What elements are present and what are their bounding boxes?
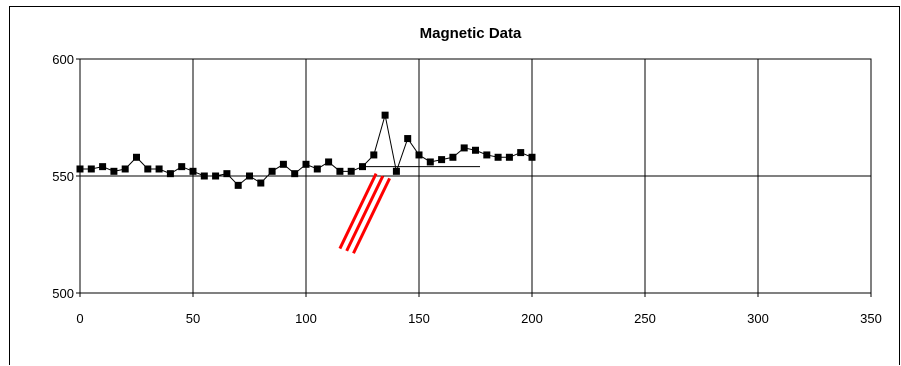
data-point-18: [279, 160, 287, 168]
axes: [76, 58, 872, 297]
data-point-20: [302, 160, 310, 168]
data-point-6: [144, 165, 152, 173]
data-point-28: [392, 167, 400, 175]
annotation-line-2: [345, 175, 385, 252]
chart-title: Magnetic Data: [420, 25, 522, 42]
x-tick-label-200: 200: [521, 311, 543, 326]
data-point-40: [528, 153, 536, 161]
data-point-29: [404, 135, 412, 143]
data-point-3: [110, 167, 118, 175]
annotations: [338, 166, 481, 254]
x-tick-label-150: 150: [408, 311, 430, 326]
data-point-26: [370, 151, 378, 159]
data-point-1: [87, 165, 95, 173]
data-point-25: [359, 163, 366, 171]
data-point-35: [472, 146, 479, 154]
series-magnetic: [76, 111, 536, 189]
data-point-27: [381, 111, 389, 119]
annotation-line-1: [338, 173, 378, 250]
data-point-10: [189, 167, 197, 175]
data-point-38: [505, 153, 513, 161]
tick-labels: 0 50 100 150 200 250 300 350 500 550 600: [52, 52, 882, 326]
x-tick-label-100: 100: [295, 311, 317, 326]
data-point-17: [268, 167, 276, 175]
data-point-19: [291, 170, 299, 178]
chart-frame: [9, 6, 900, 365]
data-point-32: [438, 156, 446, 164]
data-point-36: [483, 151, 491, 159]
data-point-4: [121, 165, 129, 173]
data-point-30: [415, 151, 423, 159]
data-point-31: [426, 158, 434, 166]
data-point-14: [234, 181, 242, 189]
data-point-8: [166, 170, 174, 178]
data-point-11: [200, 172, 208, 180]
y-tick-label-600: 600: [52, 52, 74, 67]
data-point-33: [449, 153, 457, 161]
y-tick-label-500: 500: [52, 286, 74, 301]
data-point-22: [325, 158, 333, 166]
x-tick-label-250: 250: [634, 311, 656, 326]
data-point-23: [336, 167, 344, 175]
data-point-34: [460, 144, 468, 152]
data-point-16: [257, 179, 265, 187]
annotation-line-3: [352, 177, 391, 254]
data-point-39: [517, 149, 525, 157]
x-tick-label-300: 300: [747, 311, 769, 326]
data-point-24: [347, 167, 355, 175]
x-tick-label-350: 350: [860, 311, 882, 326]
x-tick-label-50: 50: [186, 311, 200, 326]
y-tick-label-550: 550: [52, 169, 74, 184]
data-point-2: [99, 163, 107, 171]
data-point-12: [212, 172, 220, 180]
data-point-37: [494, 153, 502, 161]
x-tick-label-0: 0: [76, 311, 83, 326]
data-point-5: [133, 153, 140, 161]
data-point-7: [155, 165, 163, 173]
data-point-0: [76, 165, 84, 173]
data-point-9: [178, 163, 186, 171]
data-point-13: [223, 170, 231, 178]
data-point-21: [313, 165, 321, 173]
data-point-15: [246, 172, 253, 180]
